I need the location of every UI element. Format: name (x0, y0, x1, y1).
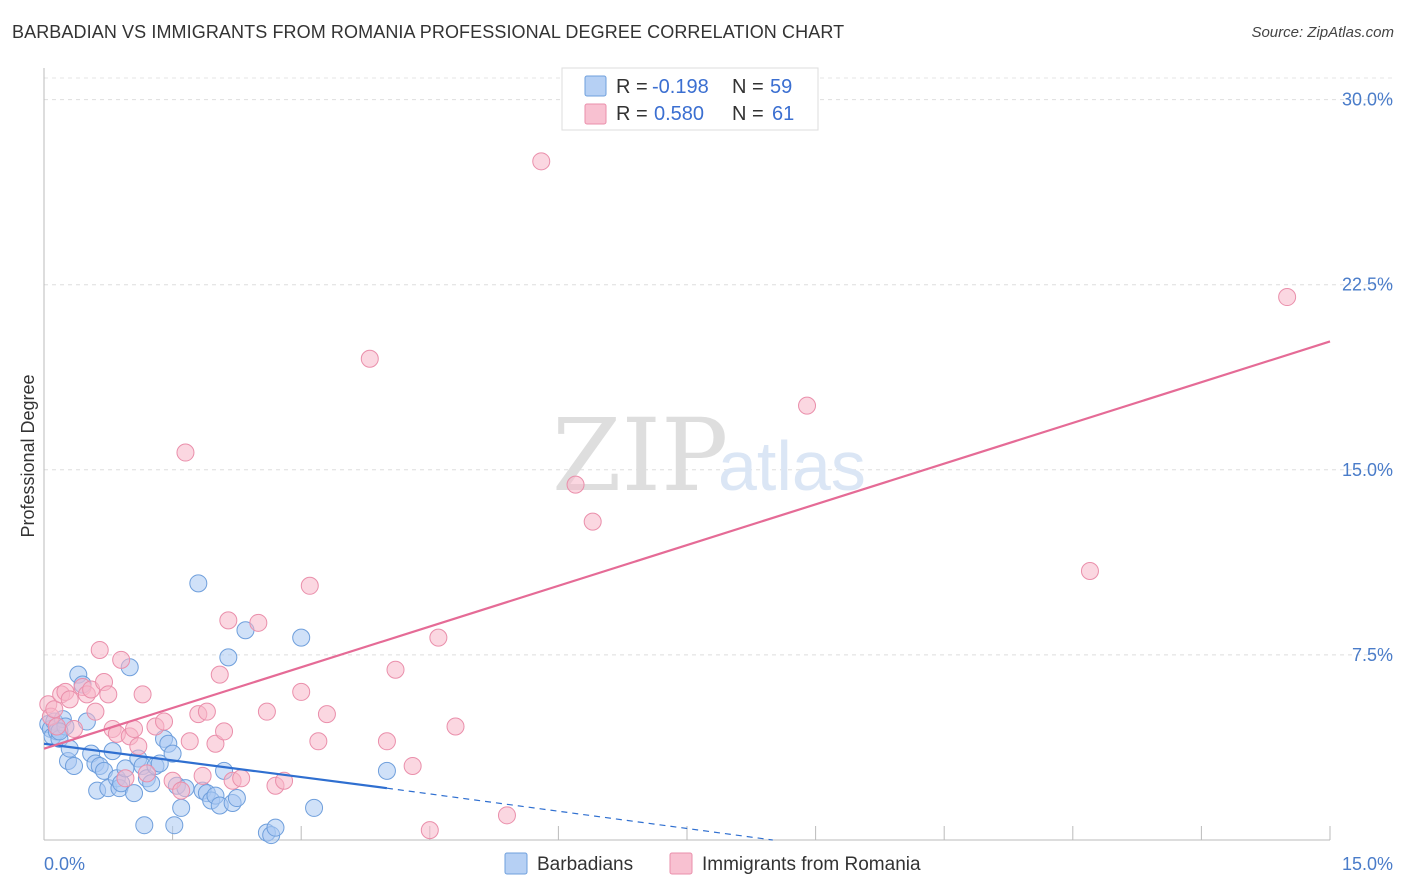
point-romania-55 (532, 152, 551, 171)
point-barbadians-39 (189, 574, 208, 593)
point-romania-7 (65, 719, 84, 738)
point-romania-48 (377, 732, 396, 751)
legend-r-label-barbadians: R = (616, 76, 648, 98)
point-romania-22 (133, 685, 152, 704)
point-barbadians-53 (292, 628, 311, 647)
point-romania-21 (129, 737, 148, 756)
legend-n-label-barbadians: N = (732, 76, 764, 98)
legend-swatch-romania-bottom (669, 852, 693, 875)
point-romania-53 (446, 717, 465, 736)
legend-r-value-romania: 0.580 (654, 103, 704, 125)
point-romania-60 (1278, 288, 1297, 307)
point-romania-58 (798, 396, 817, 415)
point-barbadians-52 (266, 818, 285, 837)
point-romania-18 (116, 769, 135, 788)
watermark-zip: ZIP (552, 397, 728, 514)
legend-r-label-romania: R = (616, 103, 648, 125)
point-romania-35 (215, 722, 234, 741)
legend-r-value-barbadians: -0.198 (652, 76, 709, 98)
point-romania-50 (403, 756, 422, 775)
point-barbadians-48 (227, 789, 246, 808)
point-romania-54 (497, 806, 516, 825)
point-barbadians-37 (172, 798, 191, 817)
legend-label-romania: Immigrants from Romania (702, 854, 921, 875)
tick-labels: 7.5% 15.0% 22.5% 30.0% 0.0% 15.0% (44, 90, 1393, 874)
point-romania-51 (420, 821, 439, 840)
point-romania-32 (197, 702, 216, 721)
point-romania-36 (219, 611, 238, 630)
point-romania-59 (1080, 561, 1099, 580)
trend-lines (43, 340, 1331, 841)
point-romania-42 (275, 771, 294, 790)
point-barbadians-10 (65, 756, 84, 775)
point-romania-40 (257, 702, 276, 721)
point-romania-47 (360, 349, 379, 368)
point-romania-17 (112, 650, 131, 669)
series-legend: Barbadians Immigrants from Romania (504, 852, 921, 875)
legend-swatch-barbadians-bottom (504, 852, 528, 875)
point-romania-27 (172, 781, 191, 800)
point-barbadians-35 (163, 744, 182, 763)
point-romania-3 (47, 717, 66, 736)
point-romania-14 (99, 685, 118, 704)
chart-title: BARBADIAN VS IMMIGRANTS FROM ROMANIA PRO… (12, 22, 845, 42)
point-romania-56 (566, 475, 585, 494)
point-barbadians-56 (135, 816, 154, 835)
chart-source: Source: ZipAtlas.com (1251, 24, 1394, 41)
y-tick-label-2: 22.5% (1342, 275, 1393, 295)
y-tick-label-3: 30.0% (1342, 90, 1393, 110)
point-romania-29 (180, 732, 199, 751)
legend-n-value-romania: 61 (772, 103, 794, 125)
point-romania-43 (292, 682, 311, 701)
correlation-legend: R = -0.198 N = 59 R = 0.580 N = 61 (561, 67, 819, 131)
watermark-atlas: atlas (718, 427, 866, 505)
point-romania-57 (583, 512, 602, 531)
point-romania-34 (210, 665, 229, 684)
trend-line-extension-barbadians (386, 787, 773, 841)
point-romania-25 (155, 712, 174, 731)
point-barbadians-54 (305, 798, 324, 817)
scatter-points (39, 152, 1297, 845)
point-barbadians-57 (165, 816, 184, 835)
legend-n-value-barbadians: 59 (770, 76, 792, 98)
point-romania-28 (176, 443, 195, 462)
point-romania-12 (90, 640, 109, 659)
y-tick-label-1: 15.0% (1342, 460, 1393, 480)
watermark: ZIP atlas (552, 397, 866, 514)
point-romania-38 (232, 769, 251, 788)
point-romania-44 (300, 576, 319, 595)
gridlines (44, 77, 1395, 656)
y-axis-label: Professional Degree (18, 374, 38, 537)
point-romania-23 (137, 764, 156, 783)
y-tick-label-0: 7.5% (1352, 645, 1393, 665)
point-barbadians-26 (125, 784, 144, 803)
point-romania-39 (249, 613, 268, 632)
point-romania-46 (317, 705, 336, 724)
point-romania-52 (429, 628, 448, 647)
point-romania-6 (60, 690, 79, 709)
point-barbadians-46 (219, 648, 238, 667)
legend-label-barbadians: Barbadians (537, 854, 633, 875)
x-tick-label-0: 0.0% (44, 854, 85, 874)
x-tick-label-1: 15.0% (1342, 854, 1393, 874)
point-barbadians-55 (377, 761, 396, 780)
legend-n-label-romania: N = (732, 103, 764, 125)
legend-swatch-barbadians (584, 75, 607, 97)
legend-swatch-romania (584, 103, 607, 125)
point-romania-45 (309, 732, 328, 751)
point-romania-31 (193, 766, 212, 785)
trend-line-romania (43, 340, 1331, 750)
point-romania-49 (386, 660, 405, 679)
point-romania-33 (206, 734, 225, 753)
trend-line-barbadians (43, 742, 388, 790)
point-romania-2 (45, 700, 64, 719)
point-romania-11 (86, 702, 105, 721)
